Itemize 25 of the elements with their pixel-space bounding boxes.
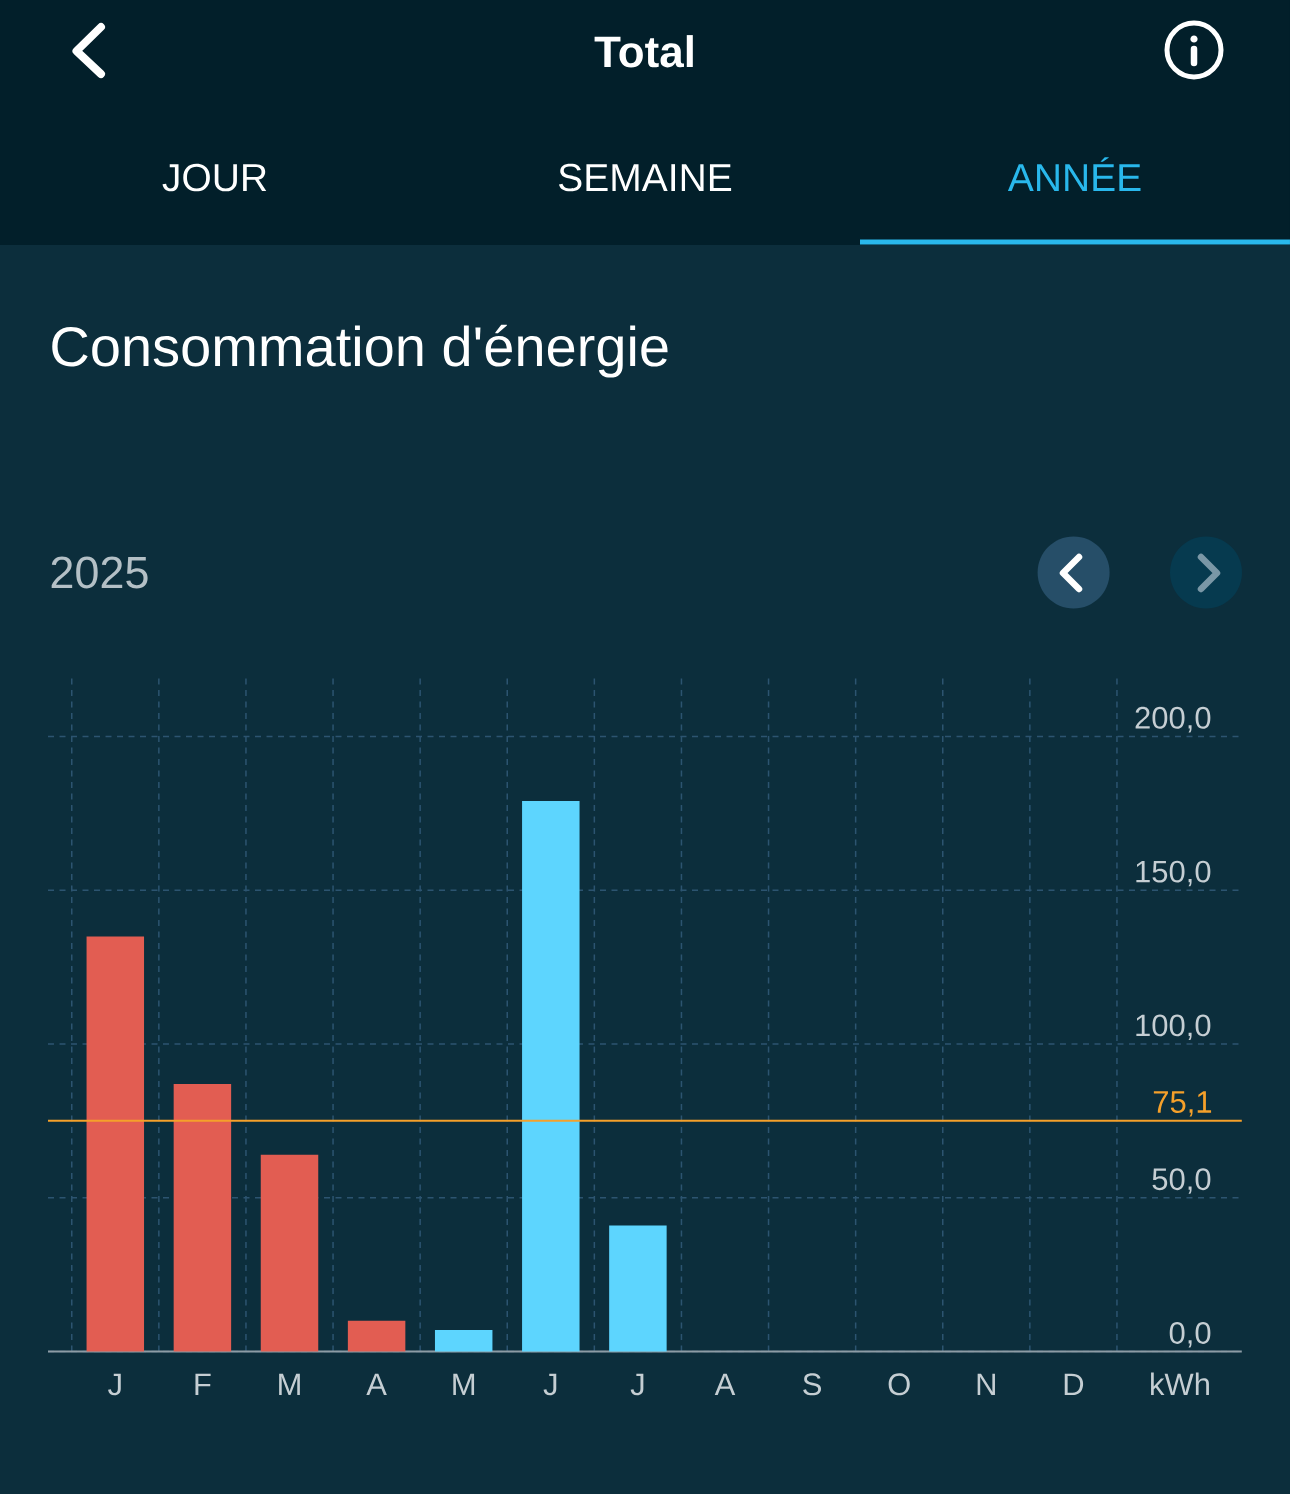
- text: JOUR: [162, 163, 267, 192]
- x-tick-label: J: [543, 1373, 557, 1396]
- x-tick-label: M: [279, 1373, 300, 1395]
- x-tick-label: F: [195, 1373, 211, 1395]
- y-tick-label: 150,0: [1136, 860, 1211, 887]
- x-tick-label: J: [630, 1373, 644, 1396]
- text: Total: [594, 35, 693, 68]
- x-tick-label: O: [888, 1373, 910, 1396]
- chart-subtitle: 2025: [51, 556, 148, 589]
- chart-title: Consommation d'énergie: [52, 324, 668, 378]
- x-tick-label: D: [1064, 1373, 1084, 1395]
- x-tick-label: A: [714, 1373, 736, 1395]
- y-axis-title: kWh: [1151, 1372, 1209, 1395]
- x-tick-label: N: [977, 1373, 995, 1395]
- y-tick-label: 50,0: [1152, 1168, 1211, 1194]
- y-tick-label: 100,0: [1136, 1014, 1211, 1040]
- y-tick-label: 200,0: [1135, 706, 1211, 733]
- y-tick-label: 0,0: [1169, 1321, 1211, 1348]
- x-tick-label: J: [108, 1373, 121, 1396]
- x-tick-label: M: [453, 1373, 475, 1395]
- ref-line-label: 75,1: [1153, 1091, 1212, 1117]
- x-tick-label: A: [366, 1373, 387, 1395]
- x-tick-label: S: [803, 1373, 822, 1396]
- text: ANNÉE: [1007, 157, 1141, 191]
- text: SEMAINE: [558, 163, 732, 192]
